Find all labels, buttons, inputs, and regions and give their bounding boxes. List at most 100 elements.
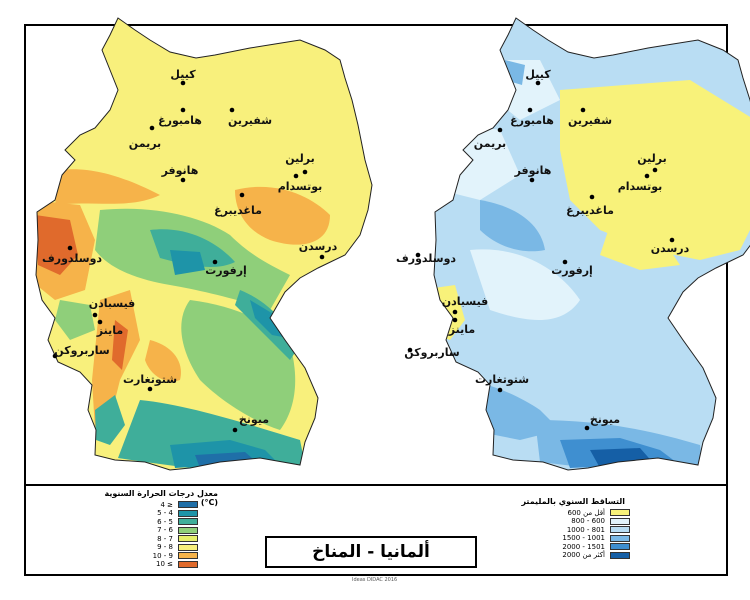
city-dot	[180, 177, 186, 183]
city-dot	[669, 237, 675, 243]
city-dot	[535, 80, 541, 86]
city-label-hamburg: هامبورغ	[158, 114, 202, 127]
city-dot	[180, 107, 186, 113]
city-label-potsdam: بوتسدام	[618, 180, 663, 193]
legend-label: 800 - 600	[571, 517, 605, 525]
legend-swatch	[610, 526, 630, 533]
city-label-hamburg: هامبورغ	[510, 114, 554, 127]
city-label-berlin: برلين	[285, 152, 315, 165]
legend-row: 800 - 600	[557, 517, 630, 526]
legend-swatch	[610, 509, 630, 516]
legend-label: 6 - 5	[157, 517, 173, 526]
city-label-berlin: برلين	[637, 152, 667, 165]
city-dot	[589, 194, 595, 200]
legend-swatch	[178, 501, 198, 508]
city-label-mainz: ماينز	[96, 324, 123, 337]
legend-divider	[24, 484, 728, 486]
legend-label: أقل من 600	[567, 508, 606, 517]
legend-row: 8 - 7	[125, 534, 198, 543]
legend-row: 1500 - 1001	[557, 534, 630, 543]
city-label-hannover: هانوفر	[161, 164, 199, 177]
city-label-dresden: درسدن	[651, 242, 690, 255]
legend-row: 1000 - 801	[557, 525, 630, 534]
city-label-duesseldorf: دوسلدورف	[396, 252, 456, 265]
legend-row: أكثر من 2000	[557, 551, 630, 560]
legend-swatch	[178, 560, 198, 568]
city-dot	[92, 312, 98, 318]
city-label-magdeburg: ماغديبرغ	[214, 204, 262, 217]
city-label-stuttgart: شتوتغارت	[475, 373, 529, 386]
legend-row: أقل من 600	[557, 508, 630, 517]
city-dot	[584, 425, 590, 431]
city-label-saarbruecken: ساربروكن	[54, 344, 109, 357]
legend-row: 4 ≥	[125, 500, 198, 509]
city-dot	[415, 252, 421, 258]
city-dot	[97, 319, 103, 325]
city-label-wiesbaden: فيسبادن	[89, 297, 136, 310]
city-label-schwerin: شفيرين	[228, 114, 272, 127]
precipitation-map	[433, 17, 750, 471]
city-dot	[319, 254, 325, 260]
precipitation-legend-title: التساقط السنوي بالمليمتر	[521, 497, 625, 506]
city-dot	[644, 173, 650, 179]
city-label-mainz: ماينز	[448, 323, 475, 336]
city-label-hannover: هانوفر	[514, 164, 552, 177]
legend-label: 8 - 7	[157, 534, 173, 543]
legend-label: 7 - 6	[157, 526, 173, 534]
legend-label: 5 - 4	[157, 509, 173, 517]
legend-label: 10 ≤	[156, 560, 173, 568]
legend-label: أكثر من 2000	[562, 551, 605, 559]
legend-row: 2000 - 1501	[557, 542, 630, 551]
city-dot	[497, 387, 503, 393]
city-dot	[180, 80, 186, 86]
city-label-bremen: بريمن	[474, 137, 506, 150]
legend-row: 10 - 9	[125, 551, 198, 560]
city-label-schwerin: شفيرين	[568, 114, 612, 127]
legend-label: 1500 - 1001	[562, 534, 605, 542]
legend-swatch	[178, 509, 198, 517]
city-dot	[147, 386, 153, 392]
legend-label: 9 - 8	[157, 543, 173, 551]
city-dot	[229, 107, 235, 113]
city-label-kiel: كييل	[170, 68, 196, 81]
city-dot	[452, 309, 458, 315]
city-dot	[212, 259, 218, 265]
legend-swatch	[178, 518, 198, 525]
city-label-dresden: درسدن	[299, 240, 338, 253]
city-label-wiesbaden: فيسبادن	[442, 295, 489, 308]
city-dot	[149, 125, 155, 131]
city-dot	[497, 127, 503, 133]
city-dot	[529, 177, 535, 183]
legend-swatch	[178, 552, 198, 559]
city-label-bremen: بريمن	[129, 137, 161, 150]
legend-swatch	[610, 543, 630, 550]
credit-text: Ideas DIDAC 2016	[352, 577, 398, 583]
city-dot	[452, 317, 458, 323]
legend-swatch	[178, 526, 198, 534]
city-dot	[67, 245, 73, 251]
legend-swatch	[610, 551, 630, 559]
city-dot	[407, 347, 413, 353]
city-label-erfurt: إرفورت	[551, 264, 593, 277]
city-dot	[580, 107, 586, 113]
city-dot	[293, 173, 299, 179]
cities-left: كييل شفيرين هامبورغ بريمن برلين بوتسدام …	[42, 68, 338, 433]
city-dot	[232, 427, 238, 433]
city-label-munich: ميونخ	[590, 413, 620, 426]
legend-swatch	[610, 517, 630, 525]
temperature-legend-title: معدل درجات الحرارة السنوية (C°)	[104, 489, 219, 507]
cities-right: كييل شفيرين هامبورغ بريمن برلين بوتسدام …	[396, 68, 690, 431]
city-label-potsdam: بوتسدام	[278, 180, 323, 193]
city-label-stuttgart: شتوتغارت	[123, 373, 177, 386]
legend-row: 6 - 5	[125, 517, 198, 526]
city-dot	[527, 107, 533, 113]
legend-label: 10 - 9	[152, 551, 173, 560]
legend-label: 2000 - 1501	[562, 542, 605, 551]
legend-label: 1000 - 801	[566, 525, 605, 534]
legend-row: 9 - 8	[125, 543, 198, 552]
city-label-kiel: كييل	[525, 68, 551, 81]
legend-label: 4 ≥	[160, 500, 173, 509]
legend-row: 5 - 4	[125, 509, 198, 518]
legend-swatch	[178, 543, 198, 551]
